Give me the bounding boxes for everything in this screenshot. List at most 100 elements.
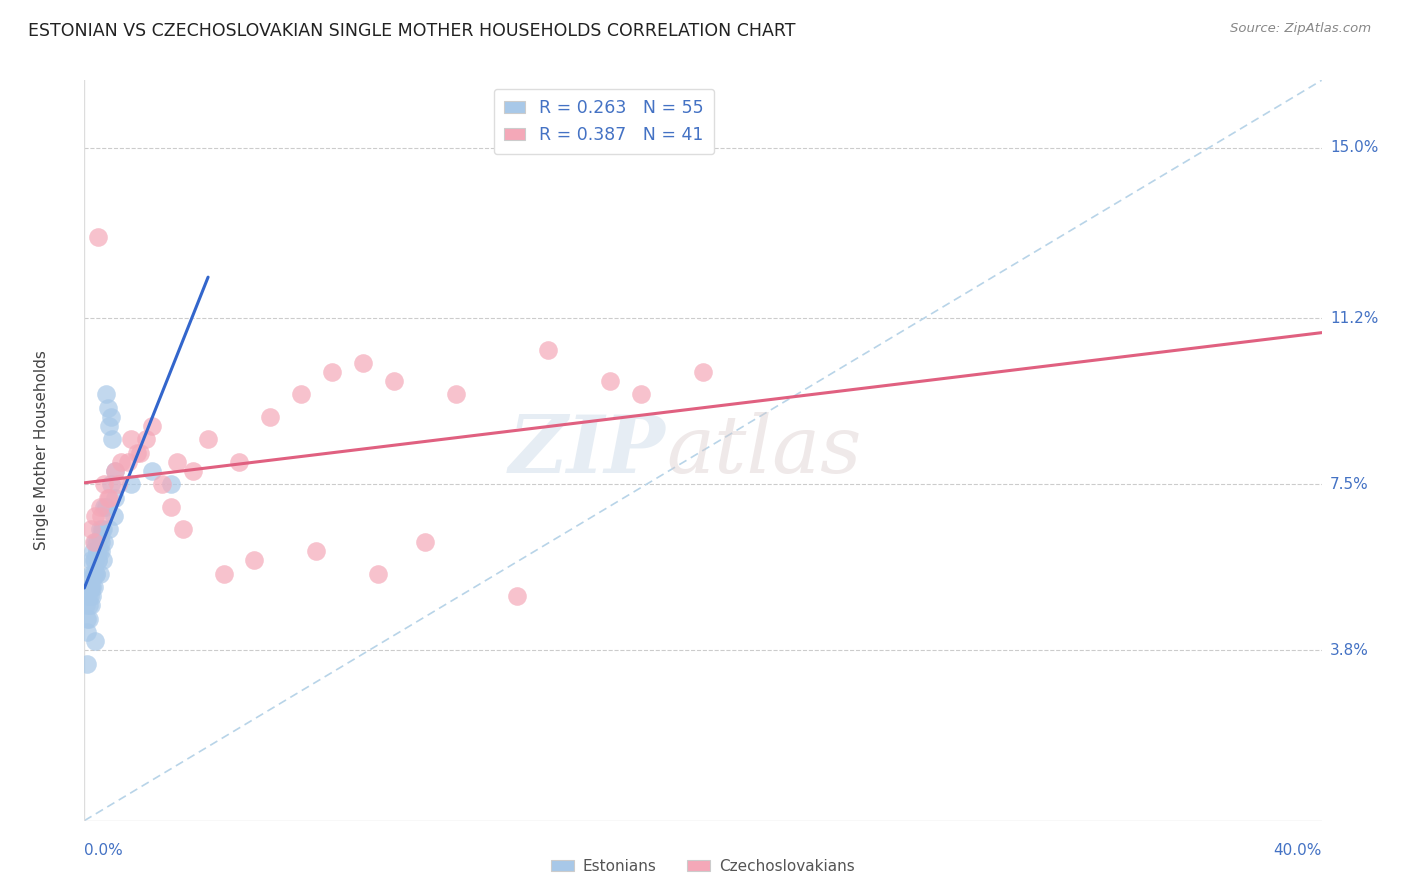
- Point: [89, 566, 111, 581]
- Point: [91, 522, 114, 536]
- Point: [100, 409, 122, 424]
- Point: [89, 531, 111, 545]
- Point: [120, 432, 142, 446]
- Point: [104, 464, 127, 478]
- Point: [181, 464, 204, 478]
- Point: [94, 500, 117, 514]
- Point: [104, 464, 127, 478]
- Text: Single Mother Households: Single Mother Households: [34, 351, 49, 550]
- Point: [86, 544, 108, 558]
- Point: [630, 387, 652, 401]
- Point: [166, 455, 188, 469]
- Point: [305, 544, 328, 558]
- Point: [506, 589, 529, 603]
- Point: [89, 544, 111, 558]
- Point: [84, 566, 107, 581]
- Point: [93, 535, 115, 549]
- Point: [82, 580, 104, 594]
- Point: [83, 553, 105, 567]
- Point: [98, 522, 121, 536]
- Point: [82, 589, 104, 603]
- Point: [321, 365, 343, 379]
- Legend: Estonians, Czechoslovakians: Estonians, Czechoslovakians: [544, 853, 862, 880]
- Point: [80, 553, 103, 567]
- Point: [76, 625, 98, 640]
- Point: [90, 508, 112, 523]
- Point: [243, 553, 266, 567]
- Point: [259, 409, 281, 424]
- Point: [110, 455, 132, 469]
- Point: [77, 612, 100, 626]
- Point: [79, 522, 101, 536]
- Point: [75, 599, 97, 613]
- Point: [103, 508, 125, 523]
- Point: [76, 612, 98, 626]
- Point: [82, 566, 104, 581]
- Legend: R = 0.263   N = 55, R = 0.387   N = 41: R = 0.263 N = 55, R = 0.387 N = 41: [494, 89, 714, 154]
- Point: [83, 580, 105, 594]
- Point: [537, 343, 560, 357]
- Point: [83, 566, 105, 581]
- Point: [91, 553, 114, 567]
- Point: [83, 535, 105, 549]
- Point: [98, 418, 121, 433]
- Point: [382, 374, 405, 388]
- Text: 7.5%: 7.5%: [1330, 476, 1368, 491]
- Point: [125, 446, 148, 460]
- Point: [90, 544, 112, 558]
- Text: ESTONIAN VS CZECHOSLOVAKIAN SINGLE MOTHER HOUSEHOLDS CORRELATION CHART: ESTONIAN VS CZECHOSLOVAKIAN SINGLE MOTHE…: [28, 22, 796, 40]
- Point: [172, 522, 194, 536]
- Point: [93, 500, 115, 514]
- Point: [94, 387, 117, 401]
- Point: [692, 365, 714, 379]
- Point: [93, 477, 115, 491]
- Point: [84, 535, 107, 549]
- Text: 3.8%: 3.8%: [1330, 642, 1369, 657]
- Point: [91, 522, 114, 536]
- Text: 11.2%: 11.2%: [1330, 310, 1378, 326]
- Text: 40.0%: 40.0%: [1274, 843, 1322, 858]
- Point: [290, 387, 312, 401]
- Point: [117, 455, 139, 469]
- Text: Source: ZipAtlas.com: Source: ZipAtlas.com: [1230, 22, 1371, 36]
- Point: [96, 491, 118, 505]
- Text: 0.0%: 0.0%: [84, 843, 124, 858]
- Point: [96, 401, 118, 415]
- Point: [107, 477, 129, 491]
- Point: [413, 535, 436, 549]
- Point: [212, 566, 235, 581]
- Point: [101, 432, 124, 446]
- Point: [84, 553, 107, 567]
- Point: [84, 634, 107, 648]
- Point: [160, 500, 183, 514]
- Point: [120, 477, 142, 491]
- Point: [84, 508, 107, 523]
- Point: [89, 522, 111, 536]
- Point: [141, 464, 163, 478]
- Point: [599, 374, 621, 388]
- Point: [82, 544, 104, 558]
- Point: [89, 500, 111, 514]
- Point: [77, 589, 100, 603]
- Point: [79, 599, 101, 613]
- Point: [367, 566, 389, 581]
- Point: [87, 230, 110, 244]
- Text: 15.0%: 15.0%: [1330, 140, 1378, 155]
- Text: ZIP: ZIP: [509, 412, 666, 489]
- Point: [98, 491, 121, 505]
- Point: [100, 477, 122, 491]
- Point: [86, 535, 108, 549]
- Point: [141, 418, 163, 433]
- Point: [79, 580, 101, 594]
- Point: [228, 455, 250, 469]
- Point: [76, 657, 98, 671]
- Point: [129, 446, 152, 460]
- Text: atlas: atlas: [666, 412, 862, 489]
- Point: [135, 432, 157, 446]
- Point: [80, 580, 103, 594]
- Point: [90, 535, 112, 549]
- Point: [150, 477, 173, 491]
- Point: [444, 387, 467, 401]
- Point: [87, 553, 110, 567]
- Point: [79, 589, 101, 603]
